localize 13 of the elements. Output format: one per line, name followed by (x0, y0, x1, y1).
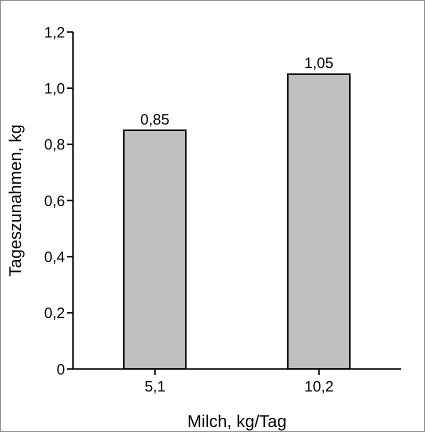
y-tick-label: 0,4 (44, 248, 65, 266)
y-tick-label: 1,0 (44, 80, 65, 98)
y-tick-label: 0,2 (44, 305, 65, 322)
y-tick-label: 0,8 (44, 136, 65, 154)
x-tick-label: 5,1 (144, 378, 166, 396)
data-label: 0,85 (140, 111, 170, 128)
y-axis-title: Tageszunahmen, kg (6, 124, 26, 277)
y-tick-label: 0,6 (44, 192, 65, 210)
x-axis-title: Milch, kg/Tag (187, 412, 287, 431)
y-tick-label: 1,2 (44, 24, 65, 42)
y-tick-label: 0 (56, 361, 65, 378)
data-label: 1,05 (304, 55, 334, 72)
x-tick-label: 10,2 (304, 378, 334, 396)
